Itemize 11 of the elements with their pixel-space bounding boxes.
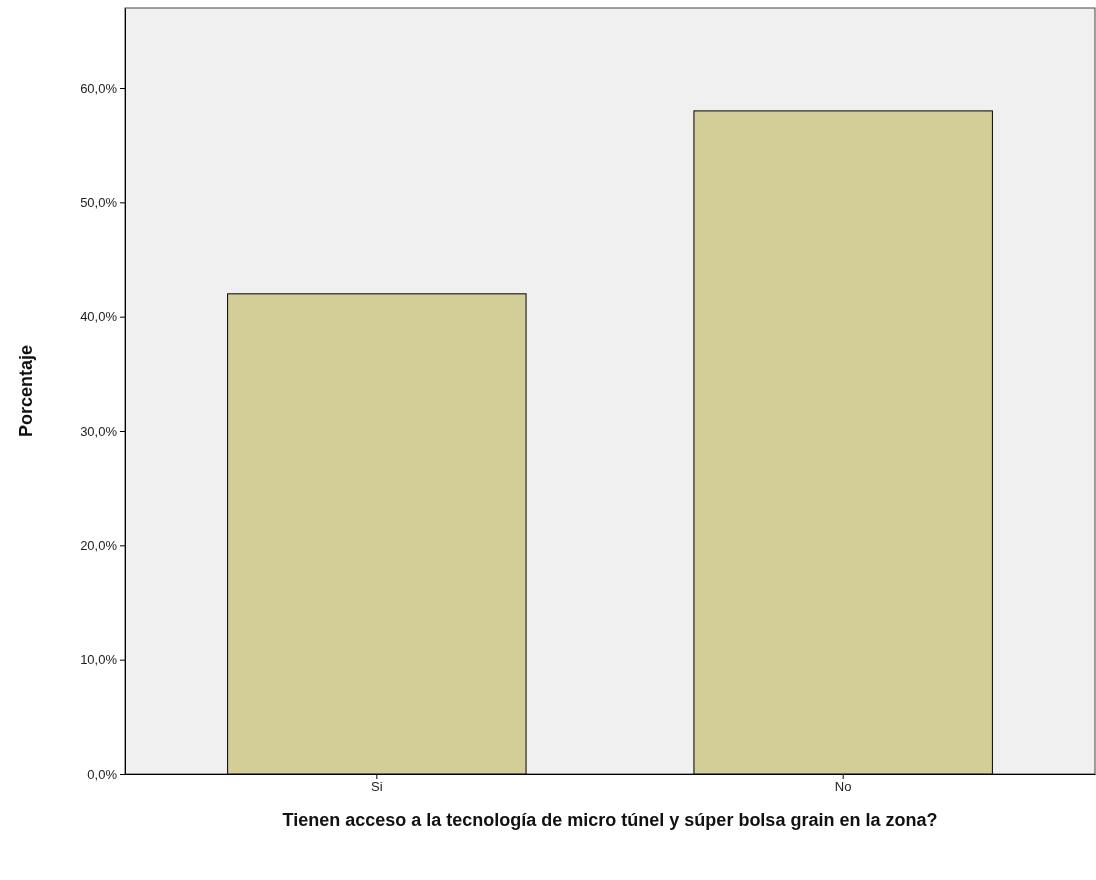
y-axis-title: Porcentaje xyxy=(16,344,36,438)
x-axis-title: Tienen acceso a la tecnología de micro túnel y súper bolsa grain en la zona? xyxy=(282,810,938,830)
y-tick-label: 30,0% xyxy=(80,423,118,439)
y-tick-label: 20,0% xyxy=(80,538,118,553)
y-tick-label: 0,0% xyxy=(87,766,118,782)
y-tick-label: 10,0% xyxy=(80,652,118,668)
x-tick-label: No xyxy=(834,779,852,795)
y-tick-label: 60,0% xyxy=(80,80,118,96)
y-tick-label: 50,0% xyxy=(80,195,118,211)
y-tick-label: 40,0% xyxy=(80,309,118,325)
x-tick-label: Si xyxy=(371,779,383,795)
